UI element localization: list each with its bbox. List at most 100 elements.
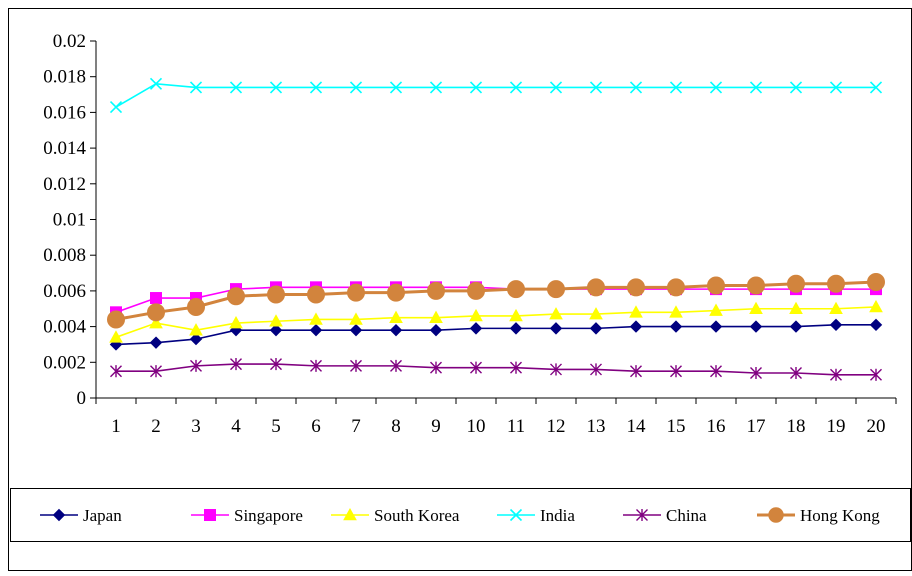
data-point-hong-kong (307, 285, 325, 304)
x-tick-label: 14 (627, 416, 647, 437)
data-point-japan (269, 323, 283, 337)
legend-label-singapore: Singapore (234, 506, 303, 525)
data-point-hong-kong (387, 283, 405, 302)
data-point-south-korea (749, 301, 763, 315)
legend-item-china: China (623, 506, 707, 525)
data-point-japan (829, 318, 843, 332)
data-point-south-korea (309, 312, 323, 325)
legend-item-hong-kong: Hong Kong (757, 506, 880, 525)
y-tick-label: 0.014 (43, 138, 86, 159)
data-point-japan (509, 322, 523, 335)
data-point-india (269, 81, 283, 94)
data-point-japan (149, 336, 163, 349)
x-tick-label: 12 (547, 416, 566, 437)
x-tick-label: 20 (867, 416, 886, 437)
data-point-south-korea (709, 303, 723, 316)
data-point-south-korea (669, 305, 683, 318)
legend-marker-china (636, 508, 648, 522)
y-tick-label: 0 (77, 388, 87, 409)
data-point-japan (469, 322, 483, 335)
data-point-hong-kong (667, 278, 685, 297)
data-point-south-korea (869, 299, 883, 313)
data-point-hong-kong (507, 280, 525, 299)
data-point-china (510, 361, 522, 374)
series-china (110, 358, 882, 381)
data-point-india (629, 81, 643, 94)
legend-label-south-korea: South Korea (374, 506, 460, 525)
data-point-india (149, 77, 163, 90)
series-japan (109, 318, 883, 351)
legend: Japan Singapore South Korea India China Hong … (40, 506, 880, 525)
data-point-india (389, 81, 403, 94)
data-point-india (109, 100, 123, 114)
data-point-china (350, 359, 362, 372)
data-point-china (110, 365, 122, 378)
data-point-china (230, 358, 242, 371)
data-point-south-korea (549, 307, 563, 320)
data-point-south-korea (829, 301, 843, 315)
data-point-china (190, 359, 202, 372)
data-point-india (189, 81, 203, 94)
data-point-south-korea (469, 308, 483, 322)
y-tick-label: 0.002 (43, 352, 86, 373)
data-point-india (549, 81, 563, 94)
y-tick-label: 0.02 (53, 31, 86, 52)
data-point-india (229, 81, 243, 94)
data-point-china (310, 359, 322, 372)
data-point-south-korea (189, 323, 203, 336)
data-point-india (589, 81, 603, 94)
y-tick-label: 0.012 (43, 174, 86, 195)
x-tick-label: 7 (351, 416, 361, 437)
data-point-hong-kong (707, 276, 725, 295)
data-point-japan (429, 323, 443, 337)
x-tick-label: 2 (151, 416, 161, 437)
data-point-japan (749, 320, 763, 333)
data-point-japan (669, 320, 683, 333)
data-point-hong-kong (827, 274, 845, 293)
y-tick-label: 0.018 (43, 67, 86, 88)
data-point-south-korea (269, 314, 283, 327)
data-point-hong-kong (107, 310, 125, 329)
data-point-south-korea (509, 308, 523, 322)
data-point-china (430, 361, 442, 374)
data-point-japan (189, 332, 203, 346)
data-point-china (750, 366, 762, 380)
legend-marker-japan (52, 508, 66, 522)
x-tick-label: 16 (707, 416, 726, 437)
data-point-india (429, 81, 443, 94)
data-point-japan (549, 322, 563, 335)
data-point-india (749, 81, 763, 94)
data-point-india (469, 81, 483, 94)
data-point-hong-kong (547, 280, 565, 299)
series-hong-kong (107, 272, 885, 329)
data-point-south-korea (389, 310, 403, 323)
x-tick-label: 10 (467, 416, 486, 437)
data-point-india (709, 81, 723, 94)
data-point-china (270, 358, 282, 371)
data-point-japan (869, 318, 883, 332)
data-point-hong-kong (267, 285, 285, 304)
data-point-china (630, 365, 642, 378)
data-point-south-korea (349, 312, 363, 325)
data-point-hong-kong (467, 281, 485, 300)
data-point-china (390, 359, 402, 372)
data-point-japan (349, 323, 363, 337)
legend-label-hong-kong: Hong Kong (800, 506, 880, 525)
x-tick-label: 11 (507, 416, 525, 437)
x-tick-label: 9 (431, 416, 441, 437)
data-point-hong-kong (187, 297, 205, 316)
data-point-hong-kong (227, 287, 245, 306)
series-line-china (116, 363, 876, 376)
y-tick-label: 0.016 (43, 102, 86, 123)
x-tick-label: 15 (667, 416, 686, 437)
data-point-hong-kong (587, 278, 605, 297)
legend-box (10, 488, 911, 542)
legend-marker-india (509, 508, 523, 522)
x-tick-label: 19 (827, 416, 846, 437)
data-point-china (670, 365, 682, 378)
data-point-japan (789, 320, 803, 333)
x-tick-label: 4 (231, 416, 241, 437)
data-point-hong-kong (147, 303, 165, 322)
